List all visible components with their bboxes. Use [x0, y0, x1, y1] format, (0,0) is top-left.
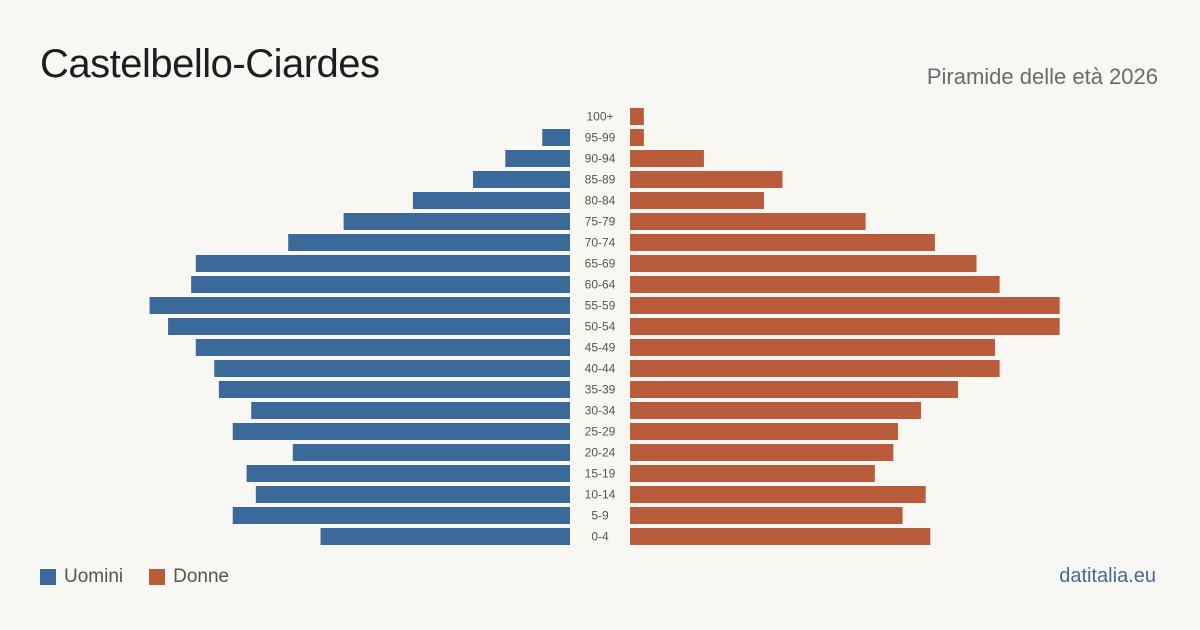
- bar-men-5-9: [232, 507, 571, 524]
- legend-label-men: Uomini: [64, 566, 124, 587]
- age-label-10-14: 10-14: [585, 488, 616, 502]
- bar-men-90-94: [505, 150, 570, 167]
- bar-women-35-39: [630, 381, 959, 398]
- legend-item-men: Uomini: [40, 566, 123, 588]
- age-label-25-29: 25-29: [585, 425, 616, 439]
- bar-women-5-9: [630, 507, 903, 524]
- legend-label-women: Donne: [173, 566, 230, 587]
- bar-women-55-59: [630, 297, 1060, 314]
- bar-men-60-64: [191, 276, 570, 293]
- bar-men-50-54: [168, 318, 570, 335]
- legend-item-women: Donne: [149, 566, 229, 588]
- age-label-45-49: 45-49: [585, 341, 616, 355]
- age-label-90-94: 90-94: [585, 152, 616, 166]
- bar-men-45-49: [195, 339, 570, 356]
- bar-women-10-14: [630, 486, 926, 503]
- bar-men-65-69: [195, 255, 570, 272]
- bar-women-15-19: [630, 465, 875, 482]
- bar-men-40-44: [214, 360, 570, 377]
- bar-women-85-89: [630, 171, 783, 188]
- bar-women-100plus: [630, 108, 644, 125]
- bar-women-75-79: [630, 213, 866, 230]
- bar-women-0-4: [630, 528, 931, 545]
- age-label-75-79: 75-79: [585, 215, 616, 229]
- age-label-35-39: 35-39: [585, 383, 616, 397]
- bar-men-20-24: [292, 444, 570, 461]
- bar-women-25-29: [630, 423, 898, 440]
- age-label-40-44: 40-44: [585, 362, 616, 376]
- bar-men-80-84: [412, 192, 570, 209]
- legend-swatch-men: [40, 569, 56, 585]
- bar-men-10-14: [255, 486, 570, 503]
- age-label-20-24: 20-24: [585, 446, 616, 460]
- age-label-65-69: 65-69: [585, 257, 616, 271]
- page-title: Castelbello-Ciardes: [40, 42, 380, 86]
- bar-women-50-54: [630, 318, 1060, 335]
- bar-women-60-64: [630, 276, 1000, 293]
- bar-men-15-19: [246, 465, 570, 482]
- age-label-100plus: 100+: [586, 110, 613, 124]
- age-label-60-64: 60-64: [585, 278, 616, 292]
- age-label-0-4: 0-4: [591, 530, 609, 544]
- chart-subtitle: Piramide delle età 2026: [926, 64, 1158, 89]
- bar-men-35-39: [218, 381, 570, 398]
- brand-link[interactable]: datitalia.eu: [1059, 565, 1156, 587]
- bar-men-75-79: [343, 213, 570, 230]
- legend-swatch-women: [149, 569, 166, 585]
- age-label-50-54: 50-54: [585, 320, 616, 334]
- bar-women-40-44: [630, 360, 1000, 377]
- bar-men-0-4: [320, 528, 570, 545]
- bar-women-65-69: [630, 255, 977, 272]
- age-label-55-59: 55-59: [585, 299, 616, 313]
- age-label-5-9: 5-9: [591, 509, 609, 523]
- age-label-30-34: 30-34: [585, 404, 616, 418]
- age-label-70-74: 70-74: [585, 236, 616, 250]
- bar-men-85-89: [472, 171, 570, 188]
- age-label-95-99: 95-99: [585, 131, 616, 145]
- bar-women-30-34: [630, 402, 922, 419]
- age-label-15-19: 15-19: [585, 467, 616, 481]
- age-label-80-84: 80-84: [585, 194, 616, 208]
- age-label-85-89: 85-89: [585, 173, 616, 187]
- bar-men-70-74: [288, 234, 570, 251]
- bar-women-45-49: [630, 339, 995, 356]
- bar-women-80-84: [630, 192, 764, 209]
- bar-women-90-94: [630, 150, 704, 167]
- legend: Uomini Donne: [40, 566, 229, 588]
- bar-men-25-29: [232, 423, 571, 440]
- bar-men-95-99: [542, 129, 570, 146]
- bar-women-95-99: [630, 129, 644, 146]
- bar-women-70-74: [630, 234, 935, 251]
- bar-women-20-24: [630, 444, 894, 461]
- bar-men-55-59: [149, 297, 570, 314]
- bar-men-30-34: [251, 402, 570, 419]
